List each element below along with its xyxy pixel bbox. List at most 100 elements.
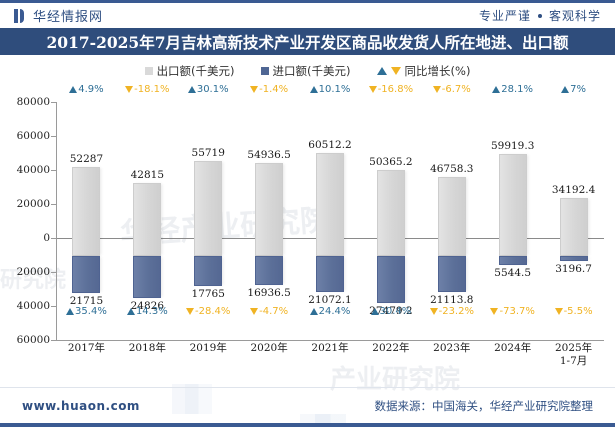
export-growth-label: 10.1% (300, 84, 361, 95)
export-growth-label: 28.1% (482, 84, 543, 95)
bar-group: 50365.2 27479.2 (360, 102, 421, 340)
export-growth-row: 4.9% -18.1% 30.1% -1.4% 10.1% -16.8% -6.7% 28.1… (56, 84, 604, 95)
legend-label-export: 出口额(千美元) (156, 64, 235, 78)
triangle-up-icon (492, 86, 501, 93)
x-axis-line (56, 340, 604, 341)
legend-swatch-export-icon (144, 67, 153, 75)
import-value-label: 16936.5 (247, 286, 291, 299)
import-value-label: 3196.7 (555, 263, 592, 276)
legend-item-import[interactable]: 进口额(千美元) (260, 63, 351, 79)
triangle-down-icon (125, 86, 134, 93)
y-tick-label: 40000 (16, 164, 50, 176)
export-value-label: 59919.3 (490, 140, 535, 153)
import-value-label: 5544.5 (494, 267, 532, 280)
export-bar[interactable] (194, 161, 223, 256)
triangle-down-icon (429, 308, 438, 315)
export-value-label: 50365.2 (369, 156, 413, 169)
import-bar[interactable] (133, 256, 162, 299)
bar-group: 52287 21715 (56, 102, 117, 340)
x-tick-label: 2023年 (433, 342, 471, 354)
import-value-label: 21715 (69, 294, 104, 307)
import-bar[interactable] (194, 256, 223, 287)
export-value-label: 55719 (191, 147, 225, 160)
export-growth-label-text: -18.1% (134, 84, 170, 95)
export-bar[interactable] (376, 170, 405, 256)
import-bar[interactable] (72, 256, 101, 293)
triangle-down-icon (250, 86, 259, 93)
y-axis-labels: 80000 60000 40000 20000 0 20000 40000 60000 (0, 84, 58, 346)
export-bar[interactable] (437, 176, 466, 256)
top-brand-bar: 华经情报网 专业严谨 客观科学 (0, 0, 615, 28)
y-tick-label: 40000 (16, 300, 50, 312)
import-bar[interactable] (437, 256, 466, 292)
import-bar[interactable] (255, 256, 284, 285)
import-value-label: 24826 (130, 300, 165, 313)
y-tick-mark (51, 238, 57, 239)
import-bar[interactable] (316, 256, 344, 292)
brand-slogan: 专业严谨 客观科学 (479, 7, 601, 24)
export-bar[interactable] (255, 162, 284, 256)
export-growth-label: -16.8% (360, 84, 421, 95)
logo-mark-icon (14, 8, 27, 23)
import-bar[interactable] (376, 256, 405, 303)
y-tick-mark (51, 340, 57, 341)
y-tick-label: 20000 (16, 266, 50, 278)
export-growth-label-text: 4.9% (78, 84, 104, 95)
y-tick-mark (51, 306, 57, 307)
legend-item-export[interactable]: 出口额(千美元) (144, 63, 235, 79)
export-bar[interactable] (133, 183, 162, 256)
y-tick-mark (51, 102, 57, 103)
triangle-up-icon (69, 86, 78, 93)
triangle-up-icon (309, 86, 318, 93)
x-axis-labels: 2017年 2018年 2019年 2020年 2021年 2022年 2023年 2024年… (56, 342, 604, 368)
import-growth-label-text: 30.4% (379, 306, 412, 317)
import-growth-label: 24.4% (300, 306, 361, 317)
bar-group: 34192.4 3196.7 (543, 102, 604, 340)
export-bar[interactable] (316, 153, 344, 256)
import-bar[interactable] (559, 256, 588, 262)
page-footer: www.huaon.com 数据来源：中国海关，华经产业研究院整理 (0, 387, 615, 427)
import-growth-label: -5.5% (543, 306, 604, 317)
x-tick-label: 2019年 (189, 342, 227, 354)
page-title: 2017-2025年7月吉林高新技术产业开发区商品收发货人所在地进、出口额 (0, 28, 615, 55)
bar-group: 55719 17765 (178, 102, 239, 340)
slogan-right-text: 客观科学 (548, 9, 601, 23)
export-bar[interactable] (559, 197, 588, 256)
footer-website-link[interactable]: www.huaon.com (22, 398, 140, 413)
import-growth-label-text: -5.5% (563, 306, 593, 317)
legend-swatch-import-icon (260, 67, 269, 75)
bar-group: 46758.3 21113.8 (421, 102, 482, 340)
import-growth-label: 30.4% (360, 306, 421, 317)
import-growth-row: 35.4% 14.3% -28.4% -4.7% 24.4% 30.4% -23.2% -73… (56, 306, 604, 317)
bars-container: 52287 21715 42815 24826 55719 17765 54936.5 169… (56, 102, 604, 340)
watermark-flag-decor-2 (172, 384, 212, 414)
import-growth-label-text: 24.4% (318, 306, 351, 317)
triangle-down-icon (186, 308, 195, 315)
export-growth-label-text: 10.1% (318, 84, 351, 95)
import-growth-label-text: -28.4% (195, 306, 231, 317)
y-tick-label: 0 (43, 232, 50, 244)
triangle-up-icon (561, 86, 570, 93)
brand-name: 华经情报网 (33, 10, 104, 25)
import-growth-label: -73.7% (482, 306, 543, 317)
y-tick-mark (51, 170, 57, 171)
legend-label-growth: 同比增长(%) (404, 64, 471, 78)
triangle-down-icon (432, 86, 441, 93)
import-bar[interactable] (498, 256, 527, 266)
export-bar[interactable] (72, 167, 101, 256)
triangle-up-icon (309, 308, 318, 315)
export-value-label: 42815 (130, 169, 165, 182)
import-growth-label-text: -23.2% (438, 306, 474, 317)
triangle-down-icon (490, 308, 499, 315)
bullet-dot-icon (537, 13, 542, 18)
import-value-label: 17765 (191, 288, 225, 301)
slogan-left-text: 专业严谨 (478, 9, 531, 23)
y-tick-mark (51, 136, 57, 137)
footer-data-source: 数据来源：中国海关，华经产业研究院整理 (374, 398, 594, 413)
export-growth-label: 4.9% (56, 84, 117, 95)
export-bar[interactable] (498, 154, 527, 256)
y-tick-label: 80000 (16, 96, 50, 108)
export-growth-label-text: 28.1% (501, 84, 534, 95)
legend-item-growth[interactable]: 同比增长(%) (376, 63, 471, 79)
